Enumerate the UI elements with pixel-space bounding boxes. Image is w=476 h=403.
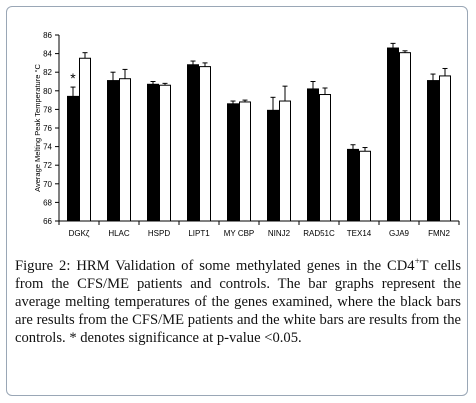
chart-area: 66 68 70 72 74 76 78 80 82 84 86 Average Melting Pe… xyxy=(7,7,467,251)
y-tick-label: 80 xyxy=(43,87,52,96)
bar-cfsme xyxy=(107,80,119,222)
bar-control xyxy=(319,94,331,222)
bar-chart: 66 68 70 72 74 76 78 80 82 84 86 Average Melting Pe… xyxy=(33,31,460,238)
x-tick-label: DGKζ xyxy=(69,229,90,238)
x-tick-label: MY CBP xyxy=(224,229,255,238)
caption-text-start: Figure 2: HRM Validation of some methyla… xyxy=(15,258,415,274)
bar-control xyxy=(279,100,291,222)
bar-control xyxy=(79,57,91,222)
x-tick-label: GJA9 xyxy=(389,229,410,238)
y-tick-label: 74 xyxy=(43,143,52,152)
y-tick-label: 66 xyxy=(43,217,52,226)
bar-control xyxy=(119,78,131,222)
x-tick-label: LIPT1 xyxy=(188,229,210,238)
y-tick-label: 68 xyxy=(43,198,52,207)
bar-cfsme xyxy=(67,95,79,222)
x-tick-label: TEX14 xyxy=(347,229,372,238)
bar-control xyxy=(359,150,371,222)
figure-frame: 66 68 70 72 74 76 78 80 82 84 86 Average Melting Pe… xyxy=(6,6,468,396)
y-tick-label: 78 xyxy=(43,105,52,114)
bar-cfsme xyxy=(267,109,279,222)
bar-control xyxy=(199,66,211,222)
x-tick-label: HLAC xyxy=(108,229,130,238)
y-tick-label: 70 xyxy=(43,180,52,189)
bar-control xyxy=(239,101,251,222)
caption-superscript: + xyxy=(414,256,420,267)
bar-cfsme xyxy=(347,148,359,222)
x-tick-label: RAD51C xyxy=(303,229,335,238)
x-tick-label: HSPD xyxy=(148,229,170,238)
y-tick-label: 82 xyxy=(43,68,52,77)
bar-cfsme xyxy=(227,103,239,222)
y-tick-label: 76 xyxy=(43,124,52,133)
bar-cfsme xyxy=(307,88,319,222)
significance-annotation: * xyxy=(70,70,76,86)
x-tick-label: FMN2 xyxy=(428,229,450,238)
bar-cfsme xyxy=(387,47,399,222)
figure-caption: Figure 2: HRM Validation of some methyla… xyxy=(15,257,461,347)
bar-control xyxy=(439,75,451,222)
y-axis-label: Average Melting Peak Temperature °C xyxy=(33,64,42,192)
y-tick-label: 84 xyxy=(43,50,52,59)
bar-cfsme xyxy=(187,64,199,222)
y-tick-label: 86 xyxy=(43,31,52,40)
bar-control xyxy=(399,52,411,222)
bar-control xyxy=(159,84,171,222)
bar-cfsme xyxy=(147,83,159,222)
caption-text-end: T cells from the CFS/ME patients and con… xyxy=(15,258,462,346)
bar-cfsme xyxy=(427,80,439,222)
y-tick-label: 72 xyxy=(43,161,52,170)
x-tick-label: NINJ2 xyxy=(268,229,291,238)
